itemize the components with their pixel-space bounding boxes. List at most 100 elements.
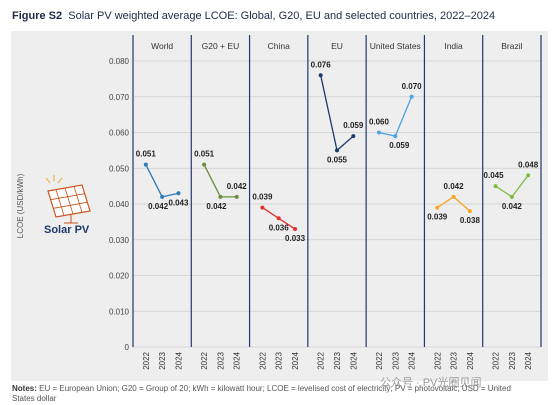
x-tick-label: 2022: [317, 351, 326, 369]
x-tick-label: 2023: [158, 351, 167, 369]
x-tick-label: 2024: [291, 351, 300, 369]
data-point: [335, 148, 339, 153]
x-tick-label: 2023: [333, 351, 342, 369]
data-point: [351, 134, 356, 139]
panel-china: China 0.039 2022 0.036 2023 0.033 2024: [252, 41, 305, 370]
solar-panel-icon: [45, 175, 91, 224]
panel-title: Brazil: [501, 41, 522, 51]
notes-text: EU = European Union; G20 = Group of 20; …: [12, 384, 511, 403]
x-tick-label: 2024: [408, 351, 417, 369]
data-label: 0.039: [252, 193, 273, 202]
y-tick-label: 0.030: [109, 236, 130, 245]
y-tick-label: 0.050: [109, 164, 130, 173]
data-point: [509, 194, 514, 199]
data-point: [493, 184, 498, 189]
y-tick-label: 0.040: [109, 200, 130, 209]
x-tick-label: 2022: [492, 351, 501, 369]
data-label: 0.055: [327, 155, 348, 164]
data-point: [293, 227, 298, 232]
x-tick-label: 2024: [349, 351, 358, 369]
watermark: 公众号 · PV光圈见闻: [380, 377, 482, 389]
data-point: [260, 205, 265, 210]
series-line: [145, 164, 179, 198]
series-line: [378, 96, 413, 137]
data-label: 0.042: [148, 202, 169, 211]
x-tick-label: 2022: [200, 351, 209, 369]
panel-title: India: [444, 41, 463, 51]
panel-brazil: Brazil 0.045 2022 0.042 2023 0.048 2024: [484, 41, 539, 370]
x-tick-label: 2022: [142, 351, 151, 369]
data-label: 0.076: [311, 60, 332, 69]
data-point: [276, 216, 281, 221]
data-point: [143, 162, 148, 167]
chart-panel: Solar PV LCOE (USD/kWh) 0 0.010 0.020 0.030…: [11, 31, 548, 381]
y-tick-label: 0.060: [109, 129, 130, 138]
data-label: 0.070: [402, 82, 423, 91]
y-tick-label: 0.020: [109, 272, 130, 281]
data-label: 0.051: [136, 150, 157, 159]
data-label: 0.042: [444, 182, 465, 191]
panel-title: China: [268, 41, 290, 51]
series-line: [203, 164, 237, 198]
figure-title-text: Solar PV weighted average LCOE: Global, …: [68, 10, 496, 22]
gridlines: 0 0.010 0.020 0.030 0.040 0.050 0.060 0.070 0.08…: [109, 35, 542, 352]
data-label: 0.038: [460, 216, 481, 225]
data-point: [526, 173, 531, 178]
data-point: [467, 209, 472, 214]
x-tick-label: 2023: [391, 351, 400, 369]
x-tick-label: 2024: [233, 351, 242, 369]
data-label: 0.042: [227, 182, 248, 191]
legend-label: Solar PV: [44, 224, 90, 236]
x-tick-label: 2023: [216, 351, 225, 369]
data-point: [218, 194, 223, 199]
y-tick-label: 0.070: [109, 93, 130, 102]
x-tick-label: 2023: [508, 351, 517, 369]
data-point: [435, 205, 440, 210]
panel-india: India 0.039 2022 0.042 2023 0.038 2024: [427, 41, 480, 370]
x-tick-label: 2023: [450, 351, 459, 369]
data-point: [176, 191, 181, 196]
panel-title: United States: [370, 41, 421, 51]
data-point: [318, 73, 323, 78]
x-tick-label: 2022: [433, 351, 442, 369]
data-point: [234, 194, 239, 199]
x-tick-label: 2024: [524, 351, 533, 369]
panel-world: World 0.051 2022 0.042 2023 0.043 2024: [136, 41, 189, 370]
y-tick-label: 0.010: [109, 307, 130, 316]
figure-title: Figure S2 Solar PV weighted average LCOE…: [12, 10, 495, 22]
panel-title: EU: [331, 41, 343, 51]
x-tick-label: 2022: [375, 351, 384, 369]
data-label: 0.045: [484, 171, 505, 180]
y-axis-label: LCOE (USD/kWh): [16, 173, 25, 238]
notes-label: Notes:: [12, 384, 37, 393]
data-label: 0.059: [389, 141, 410, 150]
figure-label: Figure S2: [12, 10, 63, 22]
x-tick-label: 2023: [275, 351, 284, 369]
data-label: 0.042: [206, 202, 227, 211]
data-label: 0.043: [168, 198, 189, 207]
data-label: 0.059: [343, 121, 364, 130]
notes: Notes: EU = European Union; G20 = Group …: [12, 384, 532, 404]
x-tick-label: 2024: [174, 351, 183, 369]
data-point: [393, 134, 398, 139]
x-tick-label: 2024: [466, 351, 475, 369]
x-tick-label: 2022: [258, 351, 267, 369]
series-line: [320, 75, 354, 152]
data-point: [376, 130, 381, 135]
data-label: 0.051: [194, 150, 215, 159]
data-label: 0.042: [502, 202, 523, 211]
panel-eu: EU 0.076 2022 0.055 2023 0.059 2024: [311, 41, 364, 370]
data-label: 0.039: [427, 213, 448, 222]
panel-title: G20 + EU: [202, 41, 240, 51]
data-point: [451, 194, 456, 199]
panel-united-states: United States 0.060 2022 0.059 2023 0.070 2024: [369, 41, 422, 370]
data-point: [409, 94, 414, 99]
panel-title: World: [151, 41, 173, 51]
lcoe-chart: Solar PV LCOE (USD/kWh) 0 0.010 0.020 0.030…: [16, 35, 542, 370]
data-label: 0.033: [285, 234, 306, 243]
data-label: 0.060: [369, 118, 390, 127]
data-label: 0.048: [518, 160, 539, 169]
data-label: 0.036: [269, 223, 290, 232]
panel-g20-eu: G20 + EU 0.051 2022 0.042 2023 0.042 2024: [194, 41, 247, 370]
